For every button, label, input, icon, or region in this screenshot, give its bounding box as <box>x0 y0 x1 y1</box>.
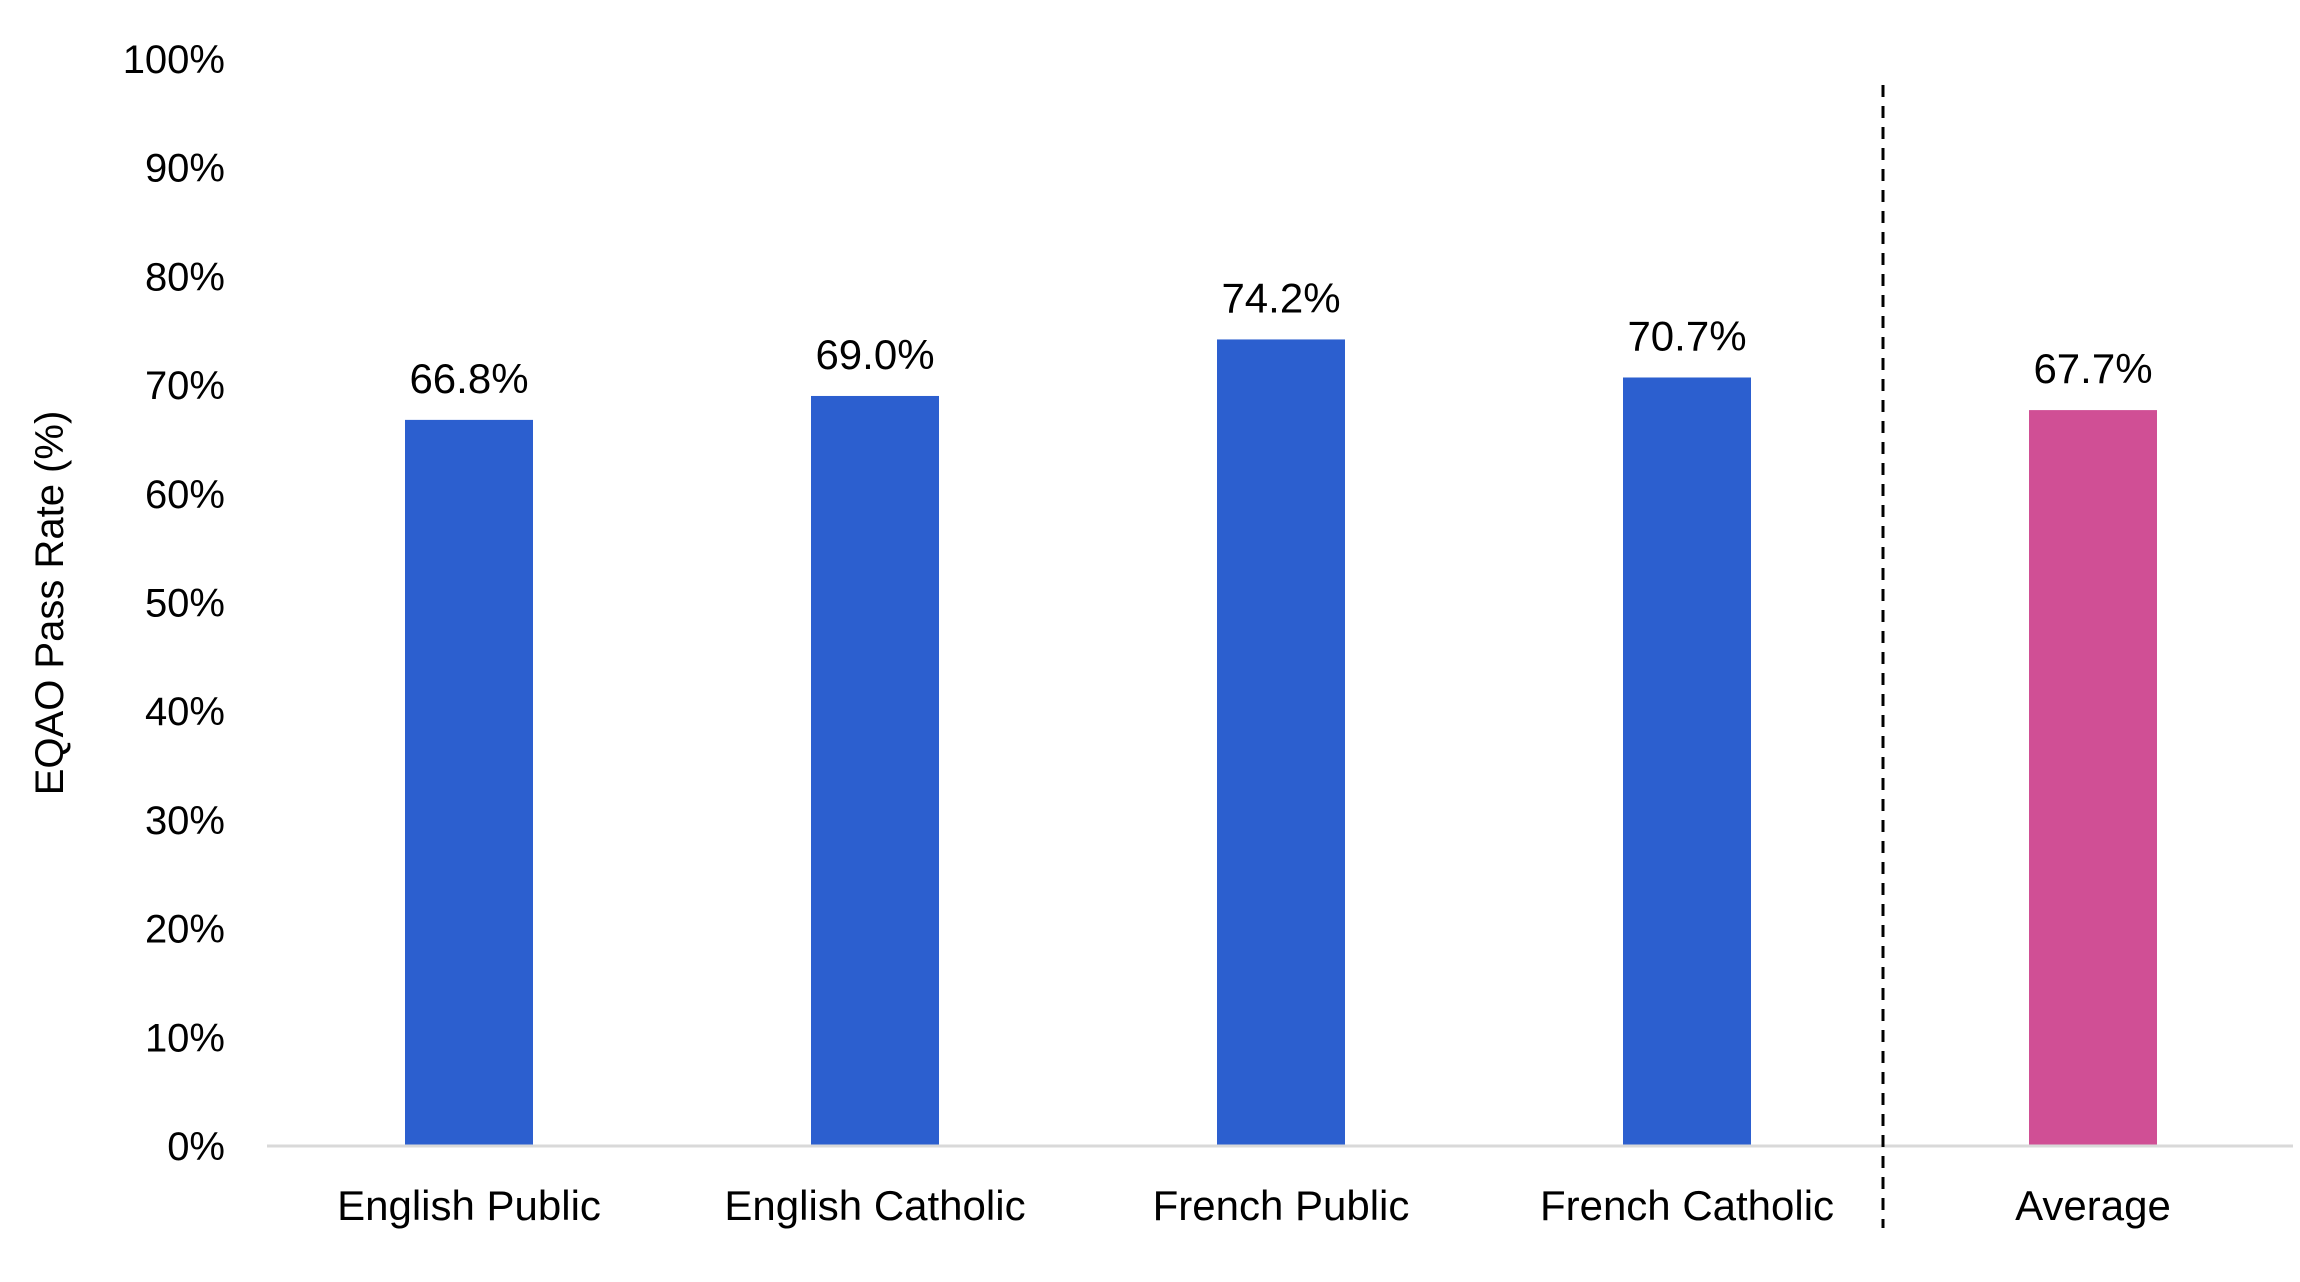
y-tick-label: 20% <box>145 908 225 952</box>
y-tick-label: 90% <box>145 147 225 191</box>
y-axis-ticks: 0% 10% 20% 30% 40% 50% 60% 70% 80% 90% 100% <box>123 38 225 1169</box>
bar <box>405 419 533 1146</box>
y-tick-label: 80% <box>145 255 225 299</box>
data-label: 70.7% <box>1627 312 1746 359</box>
y-tick-label: 100% <box>123 38 225 82</box>
y-tick-label: 40% <box>145 690 225 734</box>
x-tick-label: French Public <box>1153 1182 1410 1229</box>
bars <box>405 339 2157 1147</box>
x-tick-label: Average <box>2015 1182 2171 1229</box>
y-tick-label: 0% <box>167 1125 225 1169</box>
data-label: 67.7% <box>2033 345 2152 392</box>
y-tick-label: 70% <box>145 364 225 408</box>
bar <box>2029 410 2157 1146</box>
y-tick-label: 30% <box>145 799 225 843</box>
data-labels: 66.8% 69.0% 74.2% 70.7% 67.7% <box>409 274 2152 401</box>
y-tick-label: 10% <box>145 1016 225 1060</box>
data-label: 66.8% <box>409 355 528 402</box>
x-tick-label: English Catholic <box>724 1182 1025 1229</box>
data-label: 74.2% <box>1221 274 1340 321</box>
x-axis-labels: English Public English Catholic French Pub… <box>337 1182 2171 1229</box>
x-tick-label: French Catholic <box>1540 1182 1834 1229</box>
bar <box>1623 377 1751 1147</box>
bar <box>1217 339 1345 1146</box>
y-tick-label: 60% <box>145 473 225 517</box>
y-axis-title: EQAO Pass Rate (%) <box>28 411 72 796</box>
x-tick-label: English Public <box>337 1182 601 1229</box>
y-tick-label: 50% <box>145 582 225 626</box>
data-label: 69.0% <box>815 331 934 378</box>
bar <box>811 395 939 1147</box>
